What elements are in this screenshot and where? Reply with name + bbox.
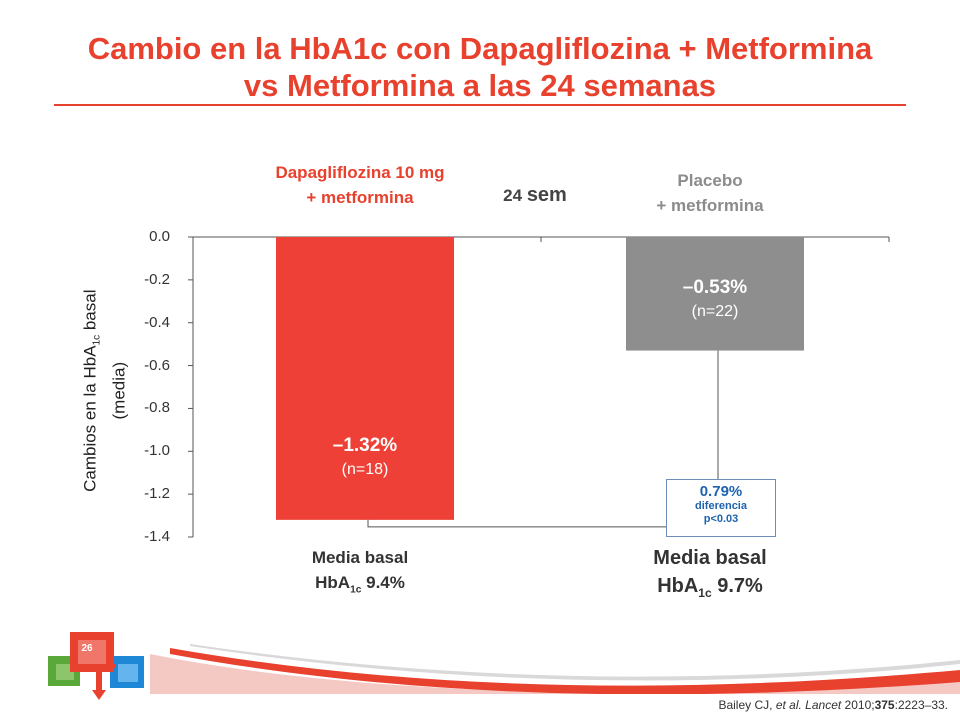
timepoint-label: 24 sem: [480, 184, 590, 207]
dapa-bar-n: (n=18): [341, 460, 389, 478]
citation-journal: Lancet: [805, 698, 842, 712]
y-tick-label: -1.2: [144, 485, 170, 503]
baseline-dapa-pre: HbA: [315, 573, 351, 592]
slide-title: Cambio en la HbA1c con Dapagliflozina + …: [0, 30, 960, 104]
brand-logo: [48, 632, 144, 700]
difference-bracket: [367, 350, 719, 528]
baseline-dapa-post: 9.4%: [361, 573, 405, 592]
citation-volume: 375: [874, 698, 895, 712]
series-label-placebo-line1: Placebo: [677, 171, 743, 190]
citation: Bailey CJ, et al. Lancet 2010;375:2223–3…: [718, 698, 948, 712]
timepoint-number: 24: [503, 186, 523, 205]
difference-p-value: p<0.03: [703, 513, 739, 525]
bar-dapagliflozina: [276, 237, 454, 520]
y-tick-label: -0.4: [144, 313, 170, 331]
title-divider: [54, 104, 906, 106]
dapa-bar-value: –1.32%: [332, 434, 398, 456]
citation-authors: Bailey CJ,: [718, 698, 776, 712]
baseline-dapa-sub: 1c: [350, 584, 362, 596]
bar-placebo: [626, 237, 804, 351]
y-tick-label: -1.0: [144, 442, 170, 460]
series-label-dapa-line2: + metformina: [306, 188, 414, 207]
citation-pages: :2223–33.: [894, 698, 948, 712]
baseline-placebo-line1: Media basal: [653, 547, 767, 569]
placebo-bar-value-label: –0.53% (n=22): [650, 277, 780, 321]
placebo-bar-n: (n=22): [691, 303, 739, 320]
placebo-bar-value: –0.53%: [682, 277, 748, 298]
citation-year: 2010;: [844, 698, 875, 712]
difference-box: 0.79% diferencia p<0.03: [666, 479, 776, 537]
y-tick-label: 0.0: [149, 228, 170, 245]
baseline-label-dapa: Media basal HbA1c 9.4%: [260, 545, 460, 602]
y-tick-label: -0.6: [144, 356, 170, 374]
y-tick-label: -1.4: [144, 528, 170, 545]
citation-etal: et al.: [775, 698, 802, 712]
title-line-2: vs Metformina a las 24 semanas: [243, 68, 717, 103]
baseline-placebo-post: 9.7%: [711, 575, 763, 597]
dapa-bar-value-label: –1.32% (n=18): [300, 435, 430, 479]
difference-value: 0.79%: [699, 483, 743, 500]
baseline-placebo-sub: 1c: [698, 586, 712, 600]
series-label-dapagliflozina: Dapagliflozina 10 mg + metformina: [240, 160, 480, 210]
baseline-dapa-line1: Media basal: [311, 548, 409, 567]
title-line-1: Cambio en la HbA1c con Dapagliflozina + …: [87, 31, 873, 66]
difference-label: diferencia: [695, 500, 747, 512]
baseline-placebo-pre: HbA: [657, 575, 699, 597]
decorative-swoosh: [150, 644, 960, 694]
baseline-label-placebo: Media basal HbA1c 9.7%: [600, 544, 820, 607]
y-tick-label: -0.8: [144, 399, 170, 417]
series-label-dapa-line1: Dapagliflozina 10 mg: [275, 163, 445, 182]
timepoint-unit: sem: [526, 184, 567, 206]
series-label-placebo-line2: + metformina: [656, 196, 764, 215]
page-number: 26: [81, 643, 93, 654]
y-tick-label: -0.2: [144, 270, 170, 288]
series-label-placebo: Placebo + metformina: [590, 168, 830, 218]
